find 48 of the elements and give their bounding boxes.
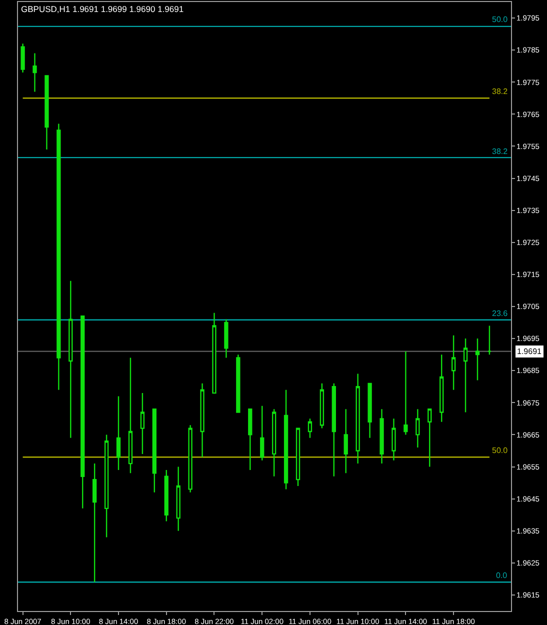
candlestick [128,357,133,474]
candlestick [440,354,444,422]
candlestick [152,408,156,494]
ref-line-label: 50.0 [492,15,508,24]
candlestick [344,408,348,474]
candlestick [284,389,288,490]
candlestick [200,382,204,458]
candlestick [320,382,324,429]
candlestick [487,325,492,356]
candlestick [356,373,360,464]
candlestick [392,418,396,461]
candlestick [68,280,73,439]
candlestick [451,334,456,390]
candlestick [236,354,240,413]
candlestick [248,408,252,471]
candlestick [308,418,312,439]
candlestick [44,75,49,150]
candlestick [32,52,37,92]
ref-line-label: 23.6 [492,309,508,318]
candlestick [140,392,145,455]
candlestick [404,350,408,436]
candlestick [368,382,372,439]
candlestick [224,318,228,358]
candlestick [332,382,336,477]
candlestick [463,338,468,413]
candlestick [92,462,97,583]
candlestick [188,424,192,494]
candlestick [56,123,61,390]
ref-line-label: 38.2 [492,147,508,156]
candlestick [116,396,121,471]
candlestick [104,434,109,538]
candlestick [428,408,432,468]
candlestick [20,43,25,74]
candlestick [80,316,85,510]
candlestick [212,312,216,394]
candlestick [164,469,168,522]
candlestick [176,466,180,532]
ref-line-label: 0.0 [496,571,508,580]
series-label: 50.0 [492,446,508,455]
candlestick [260,405,264,461]
candlestick [296,428,300,487]
candlestick [475,338,480,381]
chart-title: GBPUSD,H1 1.9691 1.9699 1.9690 1.9691 [21,4,184,14]
candlestick [380,408,384,464]
candlestick [416,408,420,448]
series-label: 38.2 [492,87,508,96]
ref-line-label: 1.9691 [517,347,542,356]
candlestick [272,408,276,477]
